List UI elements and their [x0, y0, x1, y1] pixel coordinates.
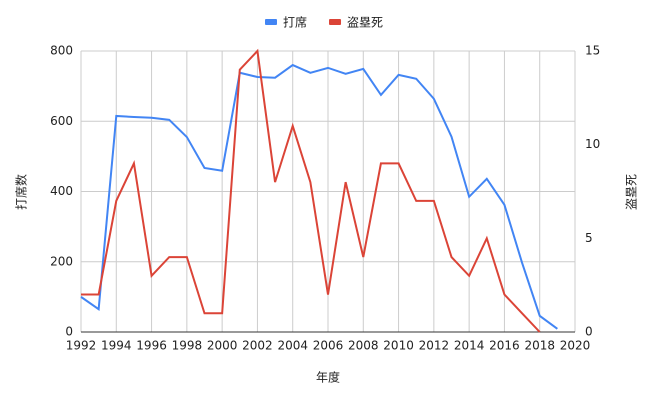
x-tick-label: 2002	[242, 339, 273, 353]
x-tick-label: 2012	[419, 339, 450, 353]
legend-label: 盗塁死	[347, 15, 383, 30]
series-line	[81, 48, 541, 333]
legend-swatch	[329, 19, 342, 25]
x-tick-label: 2014	[454, 339, 485, 353]
x-tick-label: 2006	[313, 339, 344, 353]
y2-tick-label: 15	[585, 44, 600, 58]
y2-tick-label: 5	[585, 231, 593, 245]
y-axis-title: 打席数	[14, 174, 29, 210]
x-tick-label: 1992	[66, 339, 97, 353]
y2-axis-title: 盗塁死	[624, 174, 639, 210]
y-tick-label: 800	[50, 44, 73, 58]
x-tick-label: 1998	[172, 339, 203, 353]
x-tick-label: 1996	[136, 339, 167, 353]
x-tick-label: 2018	[524, 339, 555, 353]
x-tick-label: 1994	[101, 339, 132, 353]
y2-tick-label: 0	[585, 325, 593, 339]
y2-tick-label: 10	[585, 137, 600, 151]
x-tick-label: 2008	[348, 339, 379, 353]
series-line	[80, 63, 558, 330]
x-tick-label: 2010	[383, 339, 414, 353]
x-tick-label: 2020	[560, 339, 591, 353]
y-tick-label: 0	[65, 325, 73, 339]
x-tick-label: 2004	[277, 339, 308, 353]
legend-swatch	[265, 19, 277, 25]
y-tick-label: 400	[50, 184, 73, 198]
y-tick-label: 200	[50, 254, 73, 268]
x-tick-label: 2000	[207, 339, 238, 353]
x-tick-label: 2016	[489, 339, 520, 353]
x-axis-title: 年度	[316, 370, 340, 385]
legend-label: 打席	[283, 15, 307, 30]
y-tick-label: 600	[50, 114, 73, 128]
